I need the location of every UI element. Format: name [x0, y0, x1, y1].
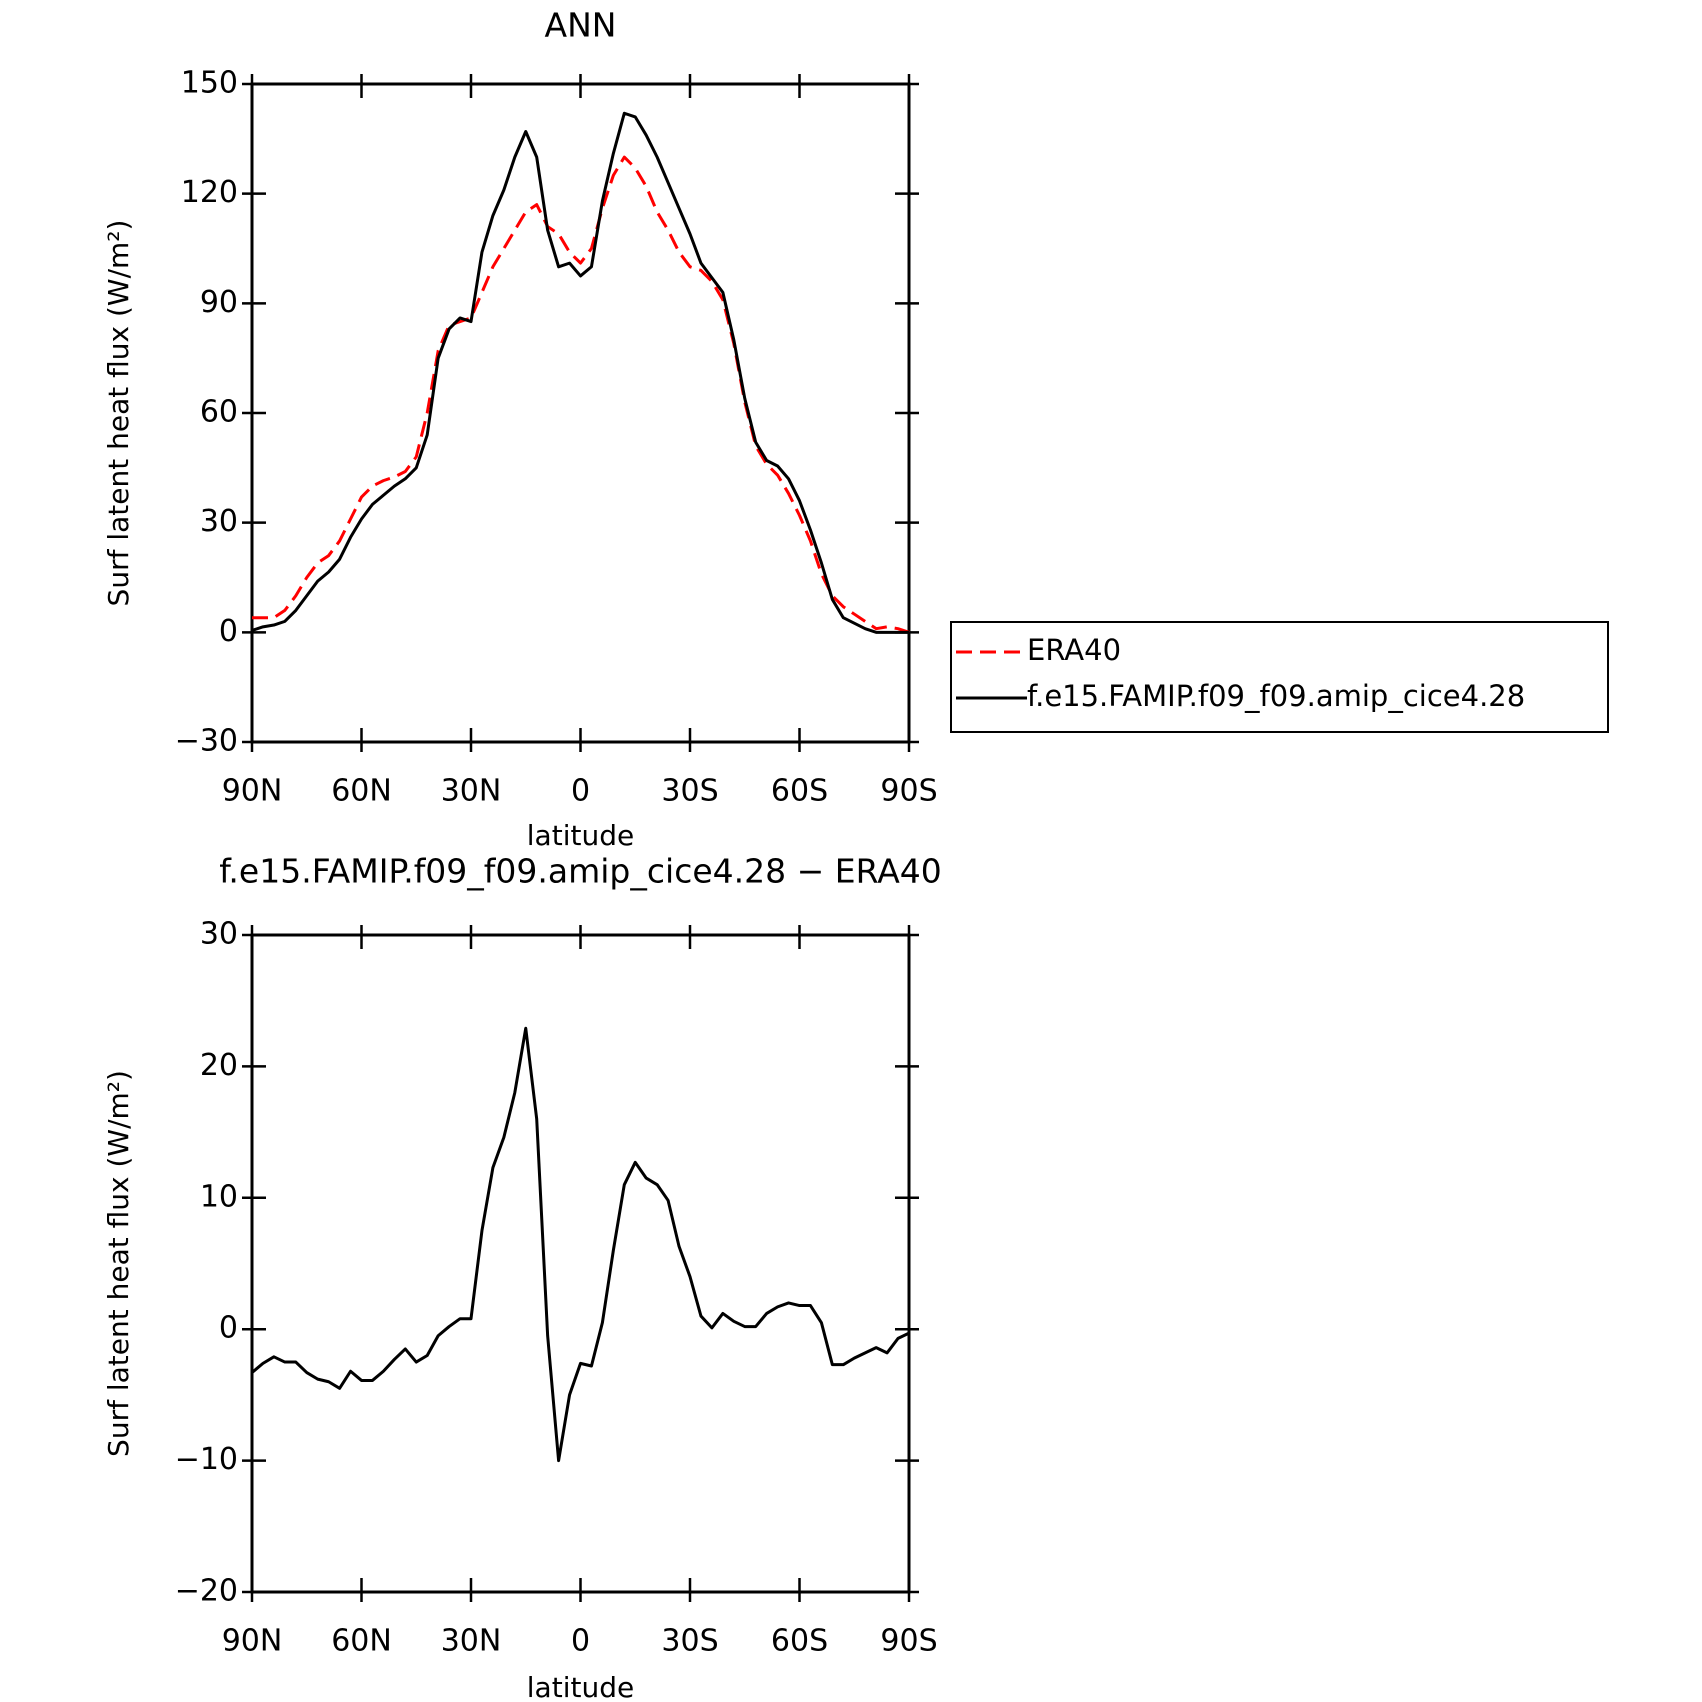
chart-title: ANN: [545, 6, 617, 45]
y-tick-label: 150: [181, 66, 238, 101]
x-tick-label: 30N: [441, 1624, 502, 1659]
x-tick-label: 30S: [661, 1624, 718, 1659]
legend-box: [950, 621, 1609, 733]
x-tick-label: 60S: [771, 774, 828, 809]
data-line: [251, 1026, 910, 1463]
plot: ANN latitude Surf latent heat flux (W/m²) −…: [102, 6, 1609, 852]
plot-frame: [250, 933, 911, 1594]
x-tick-label: 0: [571, 774, 590, 809]
y-tick-label: 20: [200, 1048, 238, 1083]
y-tick-label: −20: [175, 1574, 238, 1609]
legend-label: f.e15.FAMIP.f09_f09.amip_cice4.28: [1027, 679, 1525, 713]
legend: ERA40 f.e15.FAMIP.f09_f09.amip_cice4.28: [950, 621, 1609, 733]
y-axis-label: Surf latent heat flux (W/m²): [102, 220, 135, 607]
y-tick-label: 10: [200, 1179, 238, 1214]
plot: f.e15.FAMIP.f09_f09.amip_cice4.28 − ERA4…: [102, 852, 942, 1702]
y-tick-label: −10: [175, 1442, 238, 1477]
x-tick-label: 90N: [222, 1624, 283, 1659]
x-tick-label: 60N: [331, 1624, 392, 1659]
x-tick-label: 90N: [222, 774, 283, 809]
data-line: [251, 111, 909, 634]
x-tick-label: 90S: [880, 774, 937, 809]
x-axis-label: latitude: [527, 819, 634, 852]
y-tick-label: 0: [219, 1311, 238, 1346]
y-axis-label: Surf latent heat flux (W/m²): [102, 1070, 135, 1457]
x-axis-label: latitude: [527, 1671, 634, 1702]
y-tick-label: 30: [200, 917, 238, 952]
x-tick-label: 30S: [661, 774, 718, 809]
x-tick-label: 60S: [771, 1624, 828, 1659]
x-tick-label: 30N: [441, 774, 502, 809]
y-tick-label: 30: [200, 504, 238, 539]
y-tick-label: −30: [175, 724, 238, 759]
x-tick-label: 0: [571, 1624, 590, 1659]
chart-title: f.e15.FAMIP.f09_f09.amip_cice4.28 − ERA4…: [219, 852, 942, 891]
y-tick-label: 120: [181, 175, 238, 210]
y-tick-label: 0: [219, 614, 238, 649]
x-tick-label: 60N: [331, 774, 392, 809]
y-tick-label: 60: [200, 395, 238, 430]
x-tick-label: 90S: [880, 1624, 937, 1659]
data-line: [252, 155, 910, 634]
plot-frame: [250, 82, 911, 744]
legend-label: ERA40: [1027, 633, 1121, 667]
y-tick-label: 90: [200, 285, 238, 320]
